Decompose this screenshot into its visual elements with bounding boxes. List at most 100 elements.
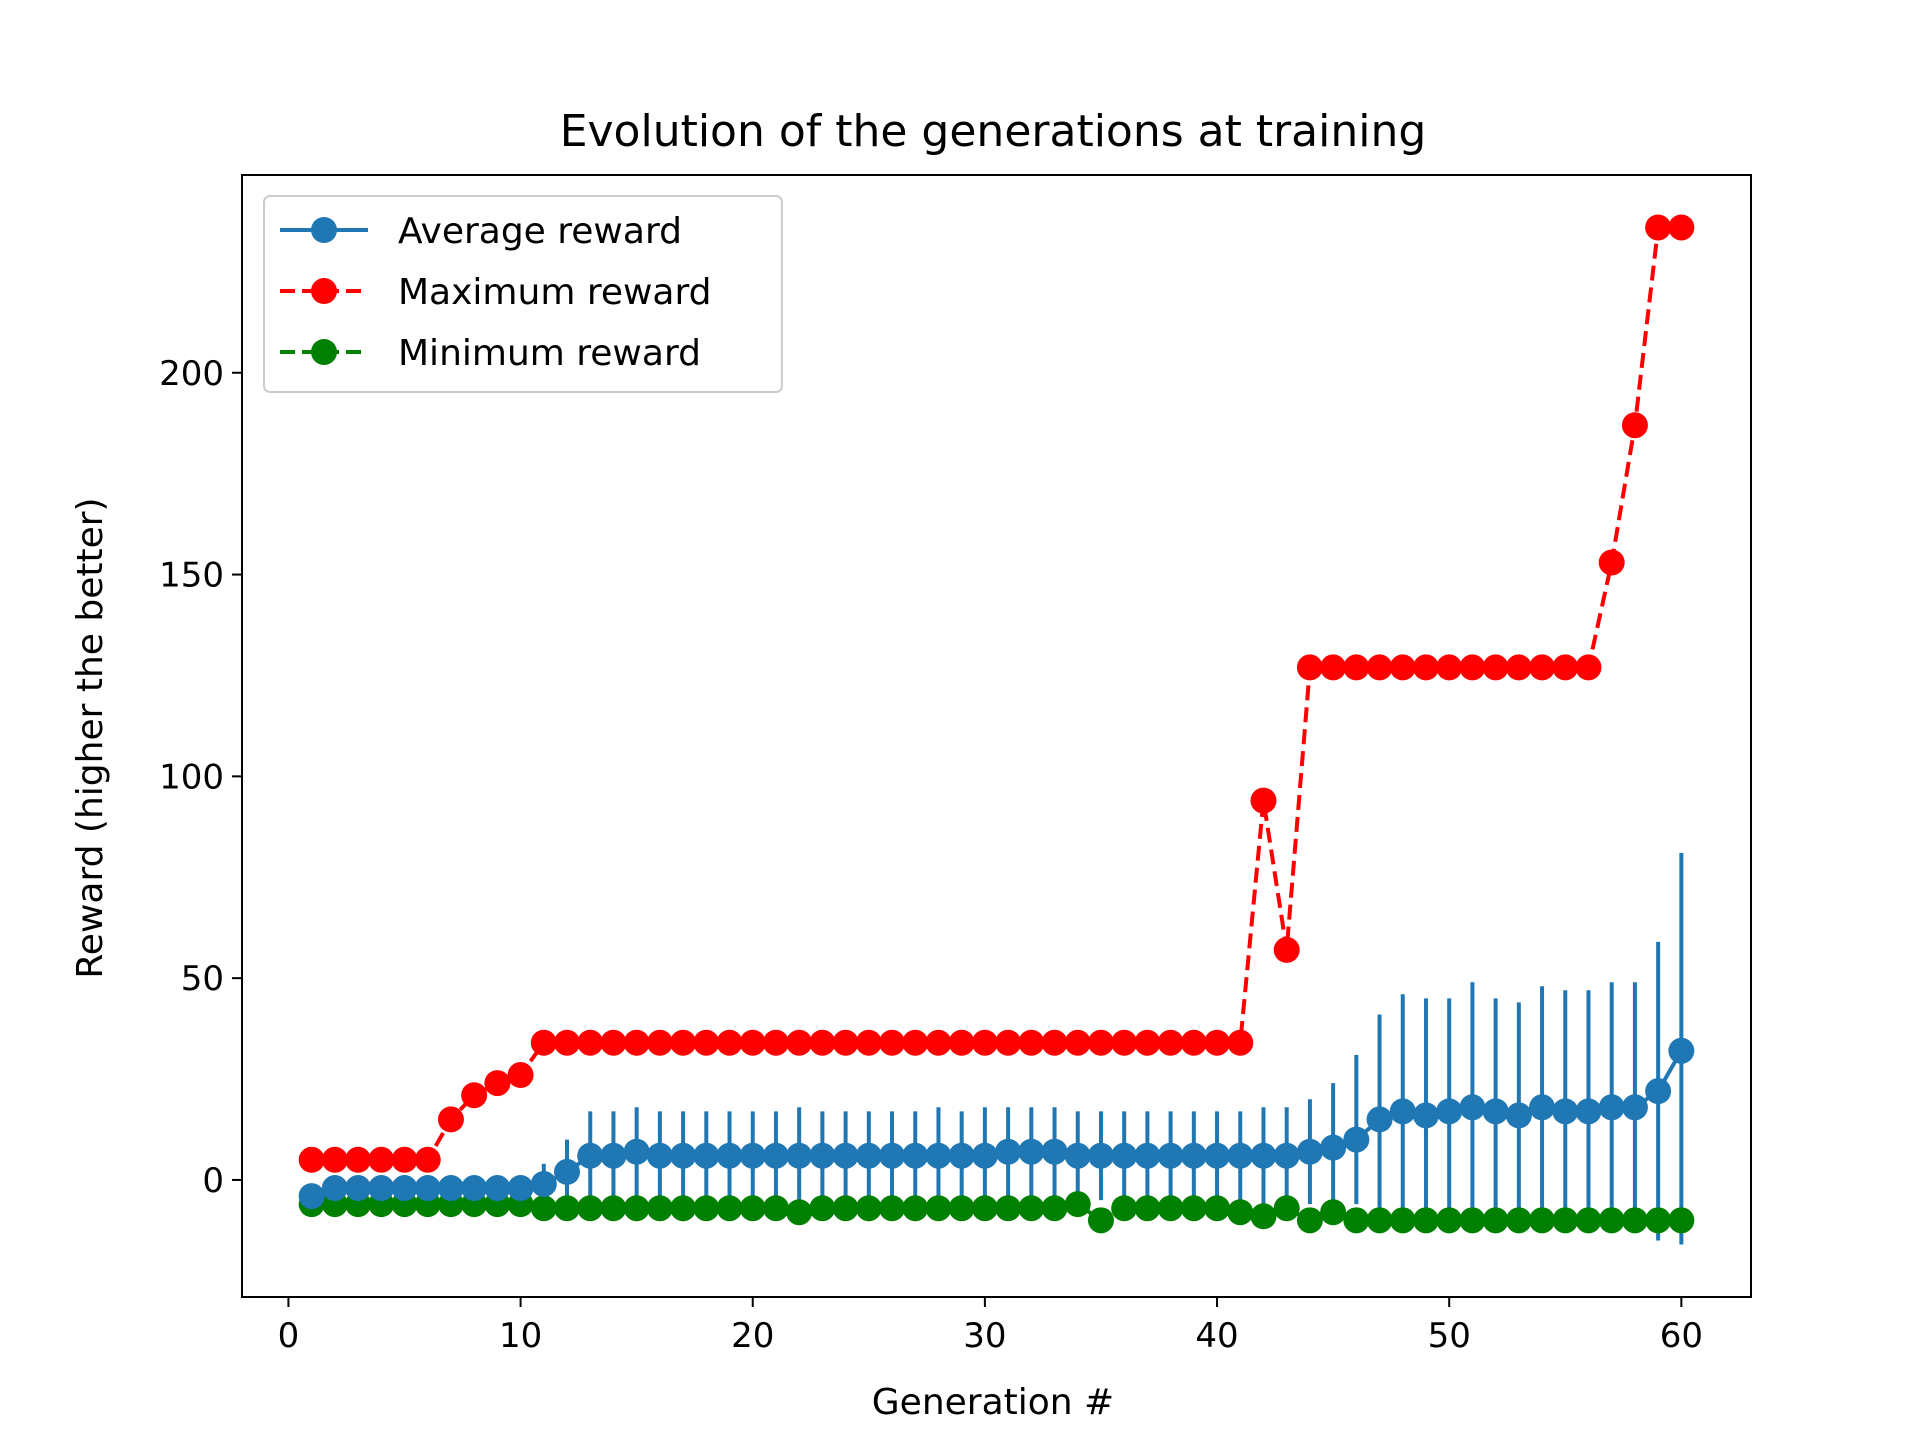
average-reward-point xyxy=(1018,1138,1045,1165)
average-reward-point xyxy=(693,1142,720,1169)
maximum-reward-point xyxy=(484,1070,511,1097)
y-tick-label: 150 xyxy=(159,556,224,596)
average-reward-point xyxy=(345,1175,372,1202)
minimum-reward-point xyxy=(832,1195,859,1222)
maximum-reward-point xyxy=(368,1146,395,1173)
minimum-reward-point xyxy=(1157,1195,1184,1222)
maximum-reward-point xyxy=(762,1029,789,1056)
average-reward-point xyxy=(1227,1142,1254,1169)
minimum-reward-point xyxy=(1227,1199,1254,1226)
average-reward-point xyxy=(1296,1138,1323,1165)
minimum-reward-point xyxy=(925,1195,952,1222)
axes-frame xyxy=(241,174,1752,1298)
minimum-reward-point xyxy=(1204,1195,1231,1222)
minimum-reward-point xyxy=(971,1195,998,1222)
minimum-reward-point xyxy=(623,1195,650,1222)
maximum-reward-point xyxy=(786,1029,813,1056)
minimum-reward-point xyxy=(1668,1207,1695,1234)
average-reward-point xyxy=(1366,1106,1393,1133)
plot-area: 0 10 20 30 40 50 60 0 50 100 150 200 xyxy=(159,174,1752,1356)
maximum-reward-point xyxy=(948,1029,975,1056)
average-reward-point xyxy=(1041,1138,1068,1165)
maximum-reward-point xyxy=(1529,654,1556,681)
minimum-reward-point xyxy=(554,1195,581,1222)
x-tick-label: 50 xyxy=(1428,1316,1471,1356)
maximum-reward-point xyxy=(1296,654,1323,681)
maximum-reward-point xyxy=(832,1029,859,1056)
minimum-reward-point xyxy=(1018,1195,1045,1222)
average-reward-point xyxy=(1204,1142,1231,1169)
maximum-reward-point xyxy=(298,1146,325,1173)
maximum-reward-point xyxy=(345,1146,372,1173)
average-reward-point xyxy=(1343,1126,1370,1153)
minimum-reward-point xyxy=(948,1195,975,1222)
minimum-reward-point xyxy=(786,1199,813,1226)
maximum-reward-point xyxy=(1018,1029,1045,1056)
average-reward-point xyxy=(1157,1142,1184,1169)
average-reward-point xyxy=(1482,1098,1509,1125)
legend-label-minimum-reward: Minimum reward xyxy=(398,333,701,374)
average-reward-point xyxy=(368,1175,395,1202)
average-reward-point xyxy=(484,1175,511,1202)
maximum-reward-point xyxy=(925,1029,952,1056)
average-reward-point xyxy=(1575,1098,1602,1125)
average-reward-point xyxy=(1598,1094,1625,1121)
average-reward-point xyxy=(530,1170,557,1197)
average-reward-point xyxy=(1412,1102,1439,1129)
maximum-reward-point xyxy=(507,1062,534,1089)
maximum-reward-point xyxy=(902,1029,929,1056)
average-reward-point xyxy=(1621,1094,1648,1121)
minimum-reward-point xyxy=(1296,1207,1323,1234)
average-reward-point xyxy=(1250,1142,1277,1169)
maximum-reward-point xyxy=(1436,654,1463,681)
average-reward-point xyxy=(1180,1142,1207,1169)
maximum-reward-point xyxy=(461,1082,488,1109)
average-reward-point xyxy=(832,1142,859,1169)
maximum-reward-point xyxy=(437,1106,464,1133)
maximum-reward-point xyxy=(1621,412,1648,439)
average-reward-point xyxy=(1389,1098,1416,1125)
maximum-reward-point xyxy=(1320,654,1347,681)
maximum-reward-point xyxy=(1668,214,1695,241)
average-reward-point xyxy=(1320,1134,1347,1161)
average-reward-point xyxy=(1273,1142,1300,1169)
minimum-reward-point xyxy=(646,1195,673,1222)
average-reward-point xyxy=(1529,1094,1556,1121)
average-reward-point xyxy=(1436,1098,1463,1125)
minimum-reward-point xyxy=(1087,1207,1114,1234)
minimum-reward-point xyxy=(600,1195,627,1222)
maximum-reward-point xyxy=(1412,654,1439,681)
legend-marker-maximum-reward xyxy=(311,278,337,304)
maximum-reward-point xyxy=(600,1029,627,1056)
maximum-reward-point xyxy=(716,1029,743,1056)
average-reward-point xyxy=(1505,1102,1532,1129)
maximum-reward-point xyxy=(1343,654,1370,681)
x-tick-label: 30 xyxy=(963,1316,1006,1356)
x-tick-label: 20 xyxy=(731,1316,774,1356)
maximum-reward-point xyxy=(693,1029,720,1056)
maximum-reward-point xyxy=(1180,1029,1207,1056)
minimum-reward-point xyxy=(1645,1207,1672,1234)
minimum-reward-point xyxy=(530,1195,557,1222)
minimum-reward-point xyxy=(1529,1207,1556,1234)
average-reward-point xyxy=(414,1175,441,1202)
minimum-reward-point xyxy=(1505,1207,1532,1234)
minimum-reward-point xyxy=(670,1195,697,1222)
average-reward-point xyxy=(623,1138,650,1165)
maximum-reward-point xyxy=(1482,654,1509,681)
maximum-reward-point xyxy=(1598,549,1625,576)
minimum-reward-point xyxy=(577,1195,604,1222)
legend: Average reward Maximum reward Minimum rewa… xyxy=(263,195,783,393)
maximum-reward-point xyxy=(971,1029,998,1056)
average-reward-point xyxy=(716,1142,743,1169)
average-reward-point xyxy=(786,1142,813,1169)
maximum-reward-point xyxy=(1645,214,1672,241)
maximum-reward-point xyxy=(1273,936,1300,963)
average-reward-point xyxy=(554,1158,581,1185)
minimum-reward-point xyxy=(1180,1195,1207,1222)
minimum-reward-point xyxy=(902,1195,929,1222)
maximum-reward-point xyxy=(1134,1029,1161,1056)
maximum-reward-point xyxy=(1157,1029,1184,1056)
